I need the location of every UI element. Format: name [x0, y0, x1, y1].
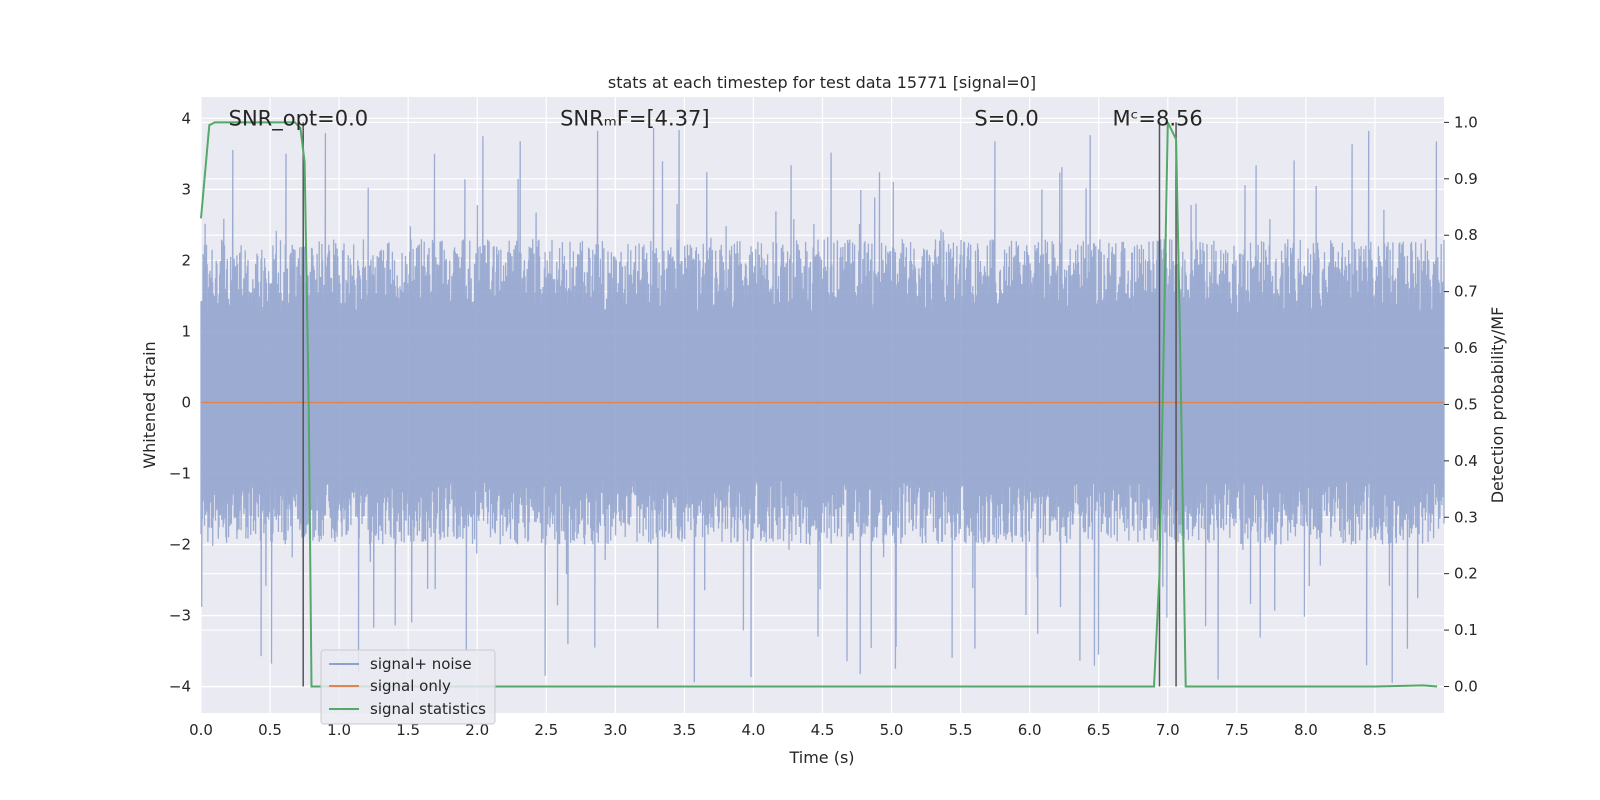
legend-box — [320, 649, 496, 725]
annotation-text: S=0.0 — [974, 106, 1038, 130]
x-tick-label: 4.5 — [811, 721, 835, 739]
y-tick-label-left: 1 — [181, 322, 191, 340]
x-tick-label: 2.5 — [534, 721, 558, 739]
series-signal-statistics — [200, 121, 1438, 688]
y-tick-label-right: 0.4 — [1454, 452, 1478, 470]
x-tick-label: 1.0 — [327, 721, 351, 739]
legend-label-signal-noise: signal+ noise — [370, 655, 472, 673]
annotation-text: SNR_opt=0.0 — [229, 106, 369, 131]
y-tick-label-right: 1.0 — [1454, 113, 1478, 131]
x-tick-label: 0.5 — [258, 721, 282, 739]
y-tick-label-right: 0.2 — [1454, 565, 1478, 583]
y-tick-label-left: 3 — [181, 180, 191, 198]
x-tick-label: 3.5 — [672, 721, 696, 739]
y-tick-label-left: 2 — [181, 251, 191, 269]
y-tick-label-right: 0.3 — [1454, 508, 1478, 526]
x-tick-label: 5.5 — [949, 721, 973, 739]
y-tick-label-left: −3 — [169, 607, 191, 625]
signal-statistics-line — [200, 121, 1438, 688]
y-tick-label-left: −1 — [169, 465, 191, 483]
x-tick-label: 5.0 — [880, 721, 904, 739]
y-tick-label-right: 0.6 — [1454, 339, 1478, 357]
y-tick-label-left: 4 — [181, 109, 191, 127]
y-tick-label-right: 0.7 — [1454, 283, 1478, 301]
x-tick-label: 1.5 — [396, 721, 420, 739]
x-tick-label: 4.0 — [742, 721, 766, 739]
y-tick-label-right: 0.9 — [1454, 170, 1478, 188]
annotation-text: SNRₘF=[4.37] — [560, 106, 710, 130]
y-axis-label-left: Whitened strain — [140, 341, 159, 468]
y-tick-label-right: 0.8 — [1454, 226, 1478, 244]
y-tick-label-right: 0.1 — [1454, 621, 1478, 639]
x-tick-label: 6.5 — [1087, 721, 1111, 739]
tick-labels: 0.0 0.5 1.0 1.5 2.0 2.5 3.0 3.5 4.0 4.5 5.0 5.5 6.0 6… — [169, 109, 1478, 739]
annotation-text: Mᶜ=8.56 — [1113, 106, 1203, 130]
y-tick-label-left: −2 — [169, 536, 191, 554]
x-tick-label: 7.0 — [1156, 721, 1180, 739]
chart-title: stats at each timestep for test data 157… — [608, 73, 1036, 92]
y-tick-label-left: 0 — [181, 394, 191, 412]
x-tick-label: 6.0 — [1018, 721, 1042, 739]
x-axis-label: Time (s) — [788, 748, 854, 767]
y-axis-label-right: Detection probability/MF — [1488, 307, 1507, 504]
y-tick-label-right: 0.5 — [1454, 395, 1478, 413]
x-tick-label: 8.5 — [1363, 721, 1387, 739]
series-signal-noise — [200, 127, 1445, 683]
annotations: SNR_opt=0.0 SNRₘF=[4.37] S=0.0 Mᶜ=8.56 — [229, 106, 1203, 131]
x-tick-label: 7.5 — [1225, 721, 1249, 739]
legend-label-signal-statistics: signal statistics — [370, 700, 486, 718]
y-tick-label-left: −4 — [169, 678, 191, 696]
y-tick-label-right: 0.0 — [1454, 677, 1478, 695]
x-tick-label: 0.0 — [189, 721, 213, 739]
legend-label-signal-only: signal only — [370, 677, 451, 695]
x-tick-label: 2.0 — [465, 721, 489, 739]
legend: signal+ noise signal only signal statist… — [320, 649, 496, 725]
x-tick-label: 8.0 — [1294, 721, 1318, 739]
signal-noise-trace — [200, 127, 1445, 683]
x-tick-label: 3.0 — [603, 721, 627, 739]
